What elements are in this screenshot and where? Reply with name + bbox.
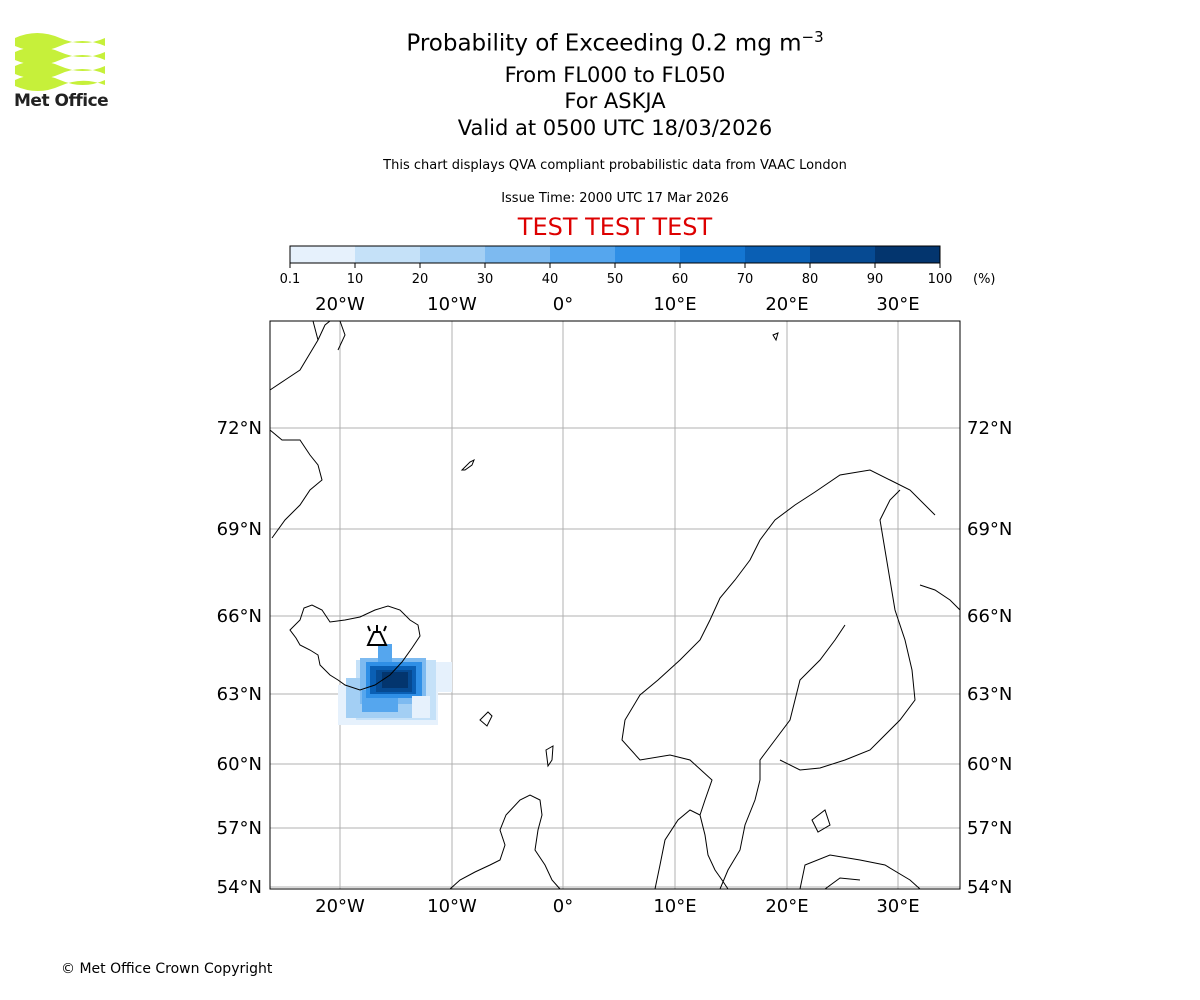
logo-text: Met Office [14, 91, 109, 111]
latitude-label-right: 72°N [967, 418, 1012, 439]
colorbar-tick-label: 80 [802, 272, 819, 287]
coast-greenland [269, 320, 331, 539]
longitude-label-bottom: 0° [553, 896, 573, 917]
colorbar-tick-label: 20 [412, 272, 429, 287]
latitude-label-left: 69°N [217, 519, 262, 540]
latitude-label-left: 54°N [217, 877, 262, 898]
map-gridlines [270, 321, 960, 889]
colorbar-tick-label: 90 [867, 272, 884, 287]
latitude-label-right: 54°N [967, 877, 1012, 898]
volcano-name: For ASKJA [564, 89, 666, 113]
latitude-label-left: 66°N [217, 606, 262, 627]
met-office-logo [15, 33, 105, 91]
colorbar-tick-label: 100 [928, 272, 953, 287]
chart-title-main: Probability of Exceeding 0.2 mg m [406, 30, 802, 57]
longitude-label-bottom: 10°W [427, 896, 477, 917]
latitude-label-left: 57°N [217, 818, 262, 839]
map-background [270, 321, 960, 889]
flight-level-range: From FL000 to FL050 [504, 63, 726, 87]
colorbar-band [290, 246, 355, 263]
issue-time: Issue Time: 2000 UTC 17 Mar 2026 [501, 191, 729, 206]
coast-gotland [811, 809, 861, 890]
ash-cell [382, 672, 408, 688]
colorbar-tick-label: 60 [672, 272, 689, 287]
coast-shetland [545, 745, 554, 768]
coast-svalbard [772, 332, 779, 342]
colorbar: 0.1 10 20 30 40 50 60 70 80 90 100 (%) [280, 245, 996, 287]
latitude-label-right: 66°N [967, 606, 1012, 627]
colorbar-tick-label: 50 [607, 272, 624, 287]
coast-scotland [449, 794, 561, 890]
coast-sweden [719, 624, 846, 890]
colorbar-band [550, 246, 615, 263]
coast-greenland-fjords [312, 320, 346, 351]
coast-iceland [289, 604, 421, 691]
longitude-label-top: 30°E [876, 294, 919, 315]
coast-faroe [479, 711, 493, 727]
chart-title-unit-exponent: −3 [801, 28, 824, 46]
colorbar-tick-label: 30 [477, 272, 494, 287]
coast-finland [779, 489, 916, 771]
colorbar-band [745, 246, 810, 263]
map-frame [269, 320, 961, 890]
chart-description: This chart displays QVA compliant probab… [383, 158, 847, 173]
longitude-label-bottom: 20°E [765, 896, 808, 917]
coast-kola [919, 584, 961, 611]
colorbar-tick-label: 0.1 [280, 272, 301, 287]
coast-jan-mayen [460, 458, 475, 471]
colorbar-band [485, 246, 550, 263]
chart-title: Probability of Exceeding 0.2 mg m−3 [15, 28, 1200, 57]
colorbar-tick-label: 10 [347, 272, 364, 287]
longitude-label-top: 20°E [765, 294, 808, 315]
longitude-label-bottom: 10°E [653, 896, 696, 917]
colorbar-band [875, 246, 940, 263]
colorbar-tick-label: 70 [737, 272, 754, 287]
longitude-label-top: 20°W [315, 294, 365, 315]
latitude-label-right: 57°N [967, 818, 1012, 839]
longitude-label-top: 10°E [653, 294, 696, 315]
colorbar-unit: (%) [973, 272, 996, 287]
colorbar-band [810, 246, 875, 263]
test-banner: TEST TEST TEST [517, 213, 713, 241]
longitude-label-bottom: 30°E [876, 896, 919, 917]
colorbar-band [420, 246, 485, 263]
longitude-label-bottom: 20°W [315, 896, 365, 917]
latitude-label-left: 63°N [217, 684, 262, 705]
colorbar-band [680, 246, 745, 263]
colorbar-band [355, 246, 420, 263]
latitude-label-right: 60°N [967, 754, 1012, 775]
coast-baltic [799, 854, 921, 890]
colorbar-tick-label: 40 [542, 272, 559, 287]
ash-cell [378, 644, 392, 664]
volcano-icon [366, 625, 388, 646]
ash-map: 20°W 10°W 0° 10°E 20°E 30°E 20°W 10°W 0° 10°E 20°… [217, 294, 1013, 917]
latitude-label-left: 60°N [217, 754, 262, 775]
copyright-notice: © Met Office Crown Copyright [61, 961, 273, 977]
latitude-label-left: 72°N [217, 418, 262, 439]
valid-time: Valid at 0500 UTC 18/03/2026 [457, 116, 773, 140]
latitude-label-right: 63°N [967, 684, 1012, 705]
ash-probability-field [338, 644, 452, 725]
longitude-label-top: 10°W [427, 294, 477, 315]
coast-norway [621, 469, 936, 816]
ash-cell [412, 696, 430, 718]
colorbar-band [615, 246, 680, 263]
longitude-label-top: 0° [553, 294, 573, 315]
coastlines [269, 320, 961, 890]
latitude-label-right: 69°N [967, 519, 1012, 540]
